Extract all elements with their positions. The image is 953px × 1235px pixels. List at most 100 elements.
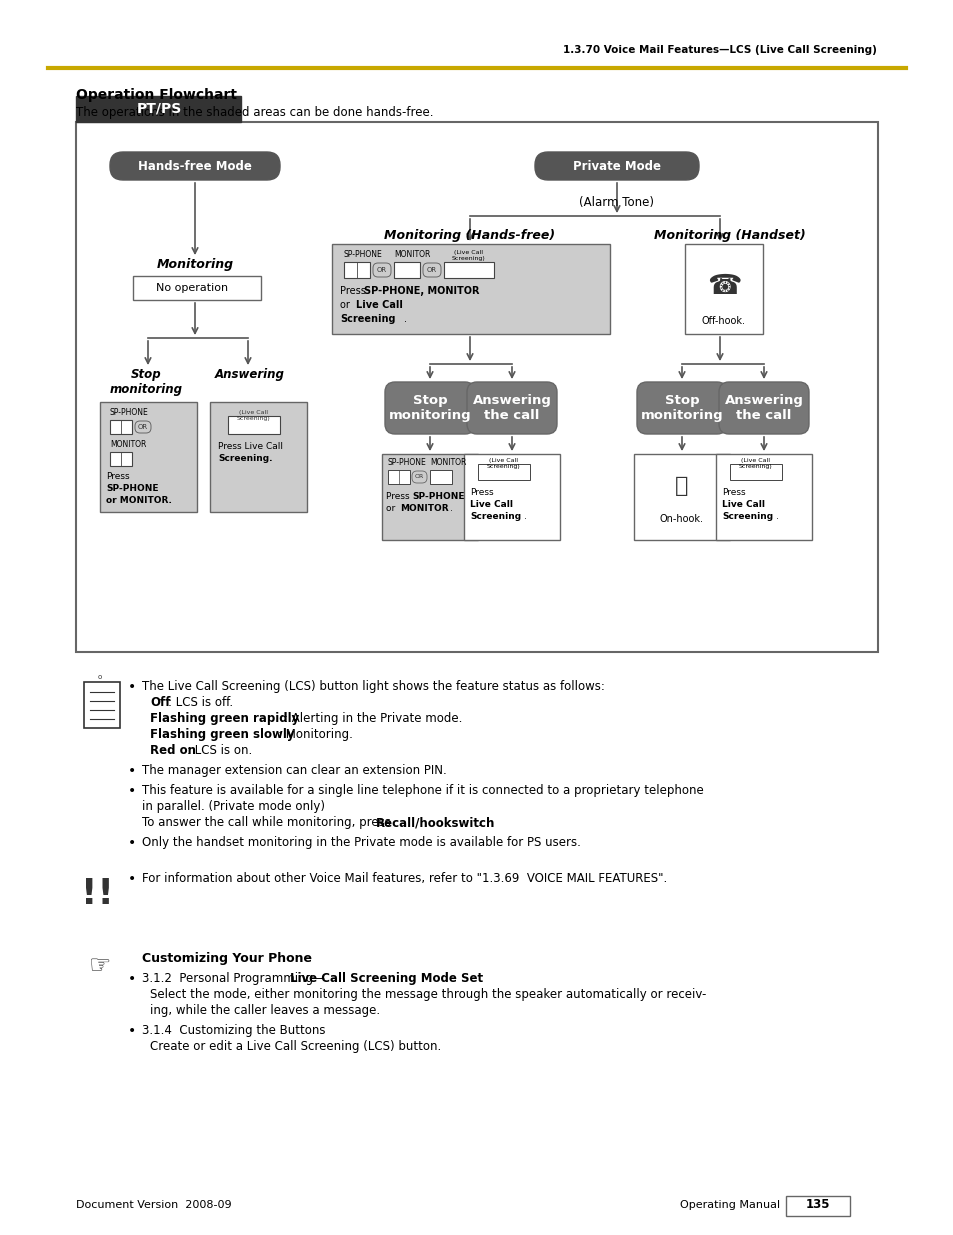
- FancyBboxPatch shape: [373, 263, 391, 277]
- Text: Press: Press: [470, 488, 493, 496]
- FancyBboxPatch shape: [110, 152, 280, 180]
- Bar: [210, 403, 307, 513]
- FancyBboxPatch shape: [467, 382, 557, 433]
- Text: SP-PHONE: SP-PHONE: [344, 249, 382, 259]
- Text: •: •: [128, 972, 136, 986]
- Bar: [228, 416, 280, 433]
- Text: Stop
monitoring: Stop monitoring: [388, 394, 471, 422]
- Bar: [430, 471, 452, 484]
- Text: (Alarm Tone): (Alarm Tone): [578, 196, 654, 209]
- Text: Screening: Screening: [339, 314, 395, 324]
- Text: : LCS is on.: : LCS is on.: [187, 743, 252, 757]
- Text: Red on: Red on: [150, 743, 195, 757]
- FancyBboxPatch shape: [719, 382, 808, 433]
- Text: For information about other Voice Mail features, refer to "1.3.69  VOICE MAIL FE: For information about other Voice Mail f…: [142, 872, 666, 885]
- Text: •: •: [128, 836, 136, 850]
- Text: This feature is available for a single line telephone if it is connected to a pr: This feature is available for a single l…: [142, 784, 703, 797]
- Text: .: .: [403, 314, 407, 324]
- Text: 3.1.2  Personal Programming—: 3.1.2 Personal Programming—: [142, 972, 325, 986]
- Text: Live Call: Live Call: [355, 300, 402, 310]
- FancyBboxPatch shape: [637, 382, 726, 433]
- Text: (Live Call
Screening): (Live Call Screening): [452, 249, 485, 261]
- Text: Customizing Your Phone: Customizing Your Phone: [142, 952, 312, 965]
- Text: •: •: [128, 872, 136, 885]
- Text: OR: OR: [414, 474, 423, 479]
- Text: (Live Call
Screening): (Live Call Screening): [739, 458, 772, 469]
- Text: MONITOR: MONITOR: [399, 504, 448, 513]
- Text: Screening: Screening: [721, 513, 772, 521]
- Text: Live Call: Live Call: [470, 500, 513, 509]
- Bar: [84, 682, 120, 727]
- Bar: [132, 275, 261, 300]
- Text: or: or: [339, 300, 353, 310]
- Text: Press Live Call: Press Live Call: [218, 442, 283, 451]
- Text: •: •: [128, 764, 136, 778]
- Text: Press: Press: [386, 492, 412, 501]
- Text: •: •: [128, 680, 136, 694]
- Bar: [110, 420, 132, 433]
- Text: Document Version  2008-09: Document Version 2008-09: [76, 1200, 232, 1210]
- Text: Stop
monitoring: Stop monitoring: [110, 368, 182, 396]
- Text: in parallel. (Private mode only): in parallel. (Private mode only): [142, 800, 325, 813]
- Text: OR: OR: [376, 267, 387, 273]
- Text: The manager extension can clear an extension PIN.: The manager extension can clear an exten…: [142, 764, 446, 777]
- Text: Answering: Answering: [214, 368, 285, 382]
- Text: Create or edit a Live Call Screening (LCS) button.: Create or edit a Live Call Screening (LC…: [150, 1040, 441, 1053]
- Text: Monitoring (Handset): Monitoring (Handset): [654, 228, 805, 242]
- Text: MONITOR: MONITOR: [394, 249, 430, 259]
- Text: or MONITOR.: or MONITOR.: [106, 496, 172, 505]
- Text: ing, while the caller leaves a message.: ing, while the caller leaves a message.: [150, 1004, 379, 1016]
- Text: ☞: ☞: [89, 953, 112, 978]
- Bar: [76, 96, 241, 122]
- Text: The operations in the shaded areas can be done hands-free.: The operations in the shaded areas can b…: [76, 106, 433, 119]
- Text: Answering
the call: Answering the call: [723, 394, 802, 422]
- Text: .: .: [477, 816, 481, 829]
- Text: MONITOR: MONITOR: [110, 440, 146, 450]
- Text: To answer the call while monitoring, press: To answer the call while monitoring, pre…: [142, 816, 395, 829]
- Text: ☎: ☎: [706, 272, 740, 300]
- Bar: [110, 452, 132, 466]
- FancyBboxPatch shape: [385, 382, 475, 433]
- Text: Screening.: Screening.: [218, 454, 273, 463]
- Text: : LCS is off.: : LCS is off.: [168, 697, 233, 709]
- FancyBboxPatch shape: [535, 152, 699, 180]
- Text: Select the mode, either monitoring the message through the speaker automatically: Select the mode, either monitoring the m…: [150, 988, 705, 1002]
- Text: Press: Press: [721, 488, 745, 496]
- Bar: [729, 464, 781, 480]
- Text: •: •: [128, 1024, 136, 1037]
- Text: Stop
monitoring: Stop monitoring: [640, 394, 722, 422]
- Text: !!: !!: [81, 877, 114, 911]
- Bar: [394, 262, 419, 278]
- Text: Recall/hookswitch: Recall/hookswitch: [375, 816, 495, 829]
- Text: SP-PHONE: SP-PHONE: [412, 492, 464, 501]
- Text: or: or: [386, 504, 397, 513]
- Text: 135: 135: [805, 1198, 829, 1212]
- Text: Off: Off: [150, 697, 171, 709]
- Text: (Live Call
Screening): (Live Call Screening): [487, 458, 520, 469]
- Text: SP-PHONE: SP-PHONE: [106, 484, 158, 493]
- Text: : Alerting in the Private mode.: : Alerting in the Private mode.: [284, 713, 462, 725]
- Text: Press: Press: [106, 472, 130, 480]
- Text: OR: OR: [138, 424, 148, 430]
- Bar: [76, 122, 877, 652]
- Text: Answering
the call: Answering the call: [472, 394, 551, 422]
- Text: Flashing green slowly: Flashing green slowly: [150, 727, 294, 741]
- Text: SP-PHONE, MONITOR: SP-PHONE, MONITOR: [364, 287, 479, 296]
- FancyBboxPatch shape: [422, 263, 440, 277]
- Text: (Live Call
Screening): (Live Call Screening): [237, 410, 271, 421]
- Bar: [716, 454, 811, 540]
- Bar: [388, 471, 410, 484]
- Text: Press: Press: [339, 287, 369, 296]
- Text: SP-PHONE: SP-PHONE: [110, 408, 149, 417]
- Text: .: .: [775, 513, 778, 521]
- Text: Live Call Screening Mode Set: Live Call Screening Mode Set: [290, 972, 482, 986]
- Text: Monitoring: Monitoring: [156, 258, 233, 270]
- Text: Private Mode: Private Mode: [573, 159, 660, 173]
- Bar: [100, 403, 196, 513]
- Bar: [443, 262, 494, 278]
- Bar: [332, 245, 609, 333]
- Text: No operation: No operation: [155, 283, 228, 293]
- Text: : Monitoring.: : Monitoring.: [278, 727, 353, 741]
- Text: 3.1.4  Customizing the Buttons: 3.1.4 Customizing the Buttons: [142, 1024, 325, 1037]
- Text: .: .: [523, 513, 526, 521]
